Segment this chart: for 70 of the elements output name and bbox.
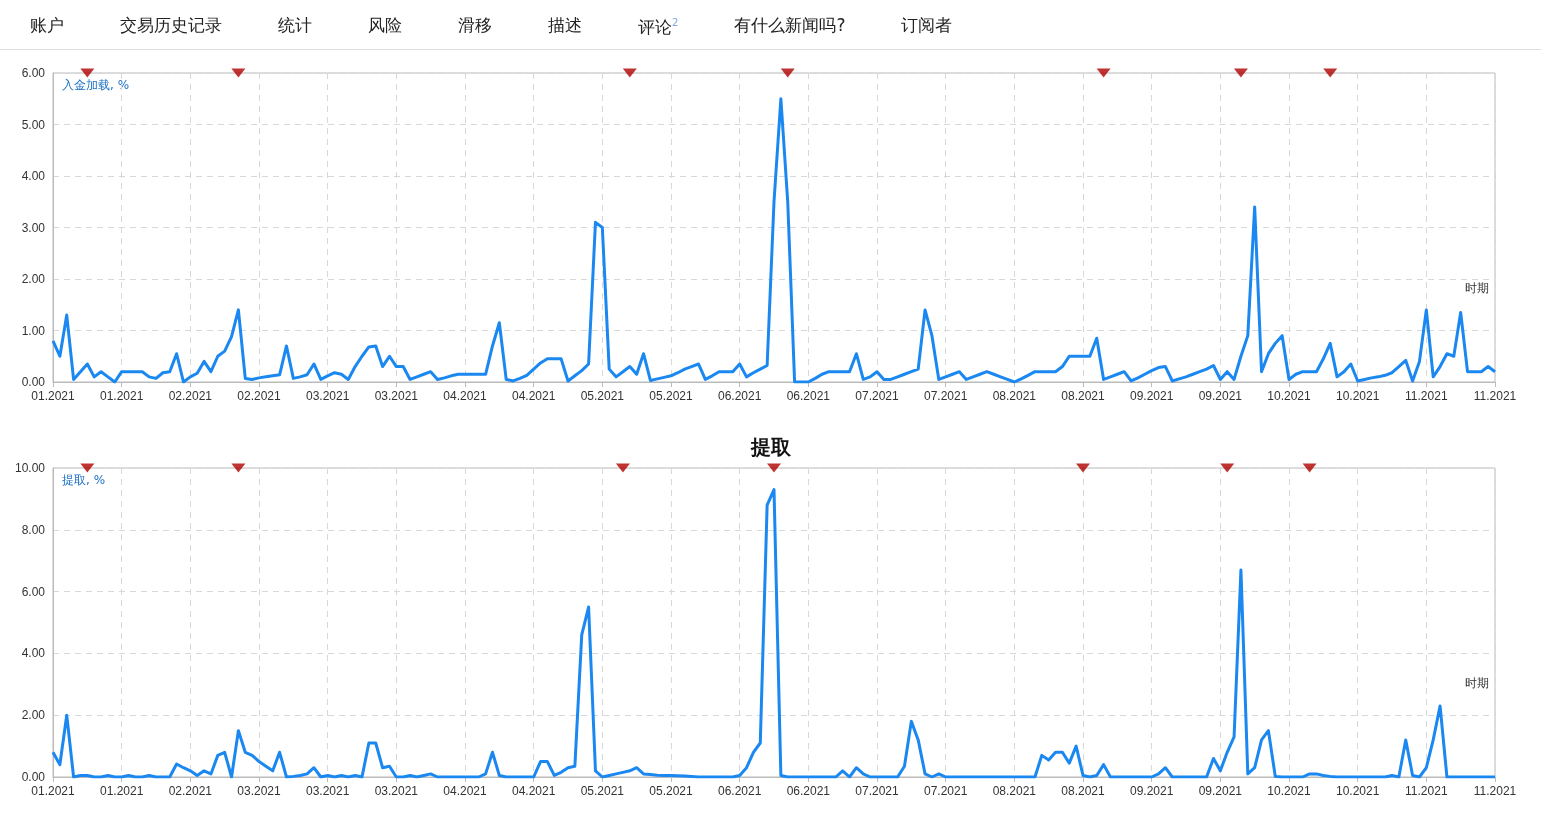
x-tick-label: 09.2021 [1198,784,1243,798]
text: 账户 [29,13,65,37]
y-tick-label: 0.00 [21,375,46,389]
x-tick-label: 06.2021 [717,784,762,798]
x-tick-label: 02.2021 [168,784,213,798]
x-tick-label: 03.2021 [305,784,350,798]
text: 评论$^{2}$ [637,15,680,39]
x-tick-label: 11.2021 [1473,784,1517,798]
x-tick-label: 04.2021 [511,389,556,403]
y-tick-label: 6.00 [21,584,46,599]
x-tick-label: 09.2021 [1198,389,1243,403]
y-tick-label: 2.00 [21,272,46,286]
x-tick-label: 10.2021 [1335,784,1380,798]
y-tick-label: 6.00 [21,66,46,80]
y-tick-label: 4.00 [21,646,46,661]
x-tick-label: 11.2021 [1405,389,1448,403]
text: 交易历史记录 [119,13,223,37]
x-tick-label: 07.2021 [923,389,968,403]
text: 风险 [367,13,403,37]
x-tick-label: 05.2021 [649,389,694,403]
y-tick-label: 1.00 [21,323,46,338]
text: 订阅者 [900,13,954,37]
y-tick-label: 4.00 [21,169,46,183]
x-tick-label: 04.2021 [443,784,488,798]
x-axis-title: 时期 [1465,281,1489,295]
x-tick-label: 06.2021 [717,389,762,403]
x-tick-label: 11.2021 [1405,784,1448,798]
text: 统计 [277,13,313,37]
y-tick-label: 5.00 [21,117,46,132]
x-tick-label: 09.2021 [1129,389,1174,403]
text: 有什么新闻吗? [733,13,847,37]
x-tick-label: 01.2021 [99,784,144,798]
x-tick-label: 10.2021 [1267,784,1312,798]
x-tick-label: 02.2021 [168,389,213,403]
x-tick-label: 02.2021 [237,389,282,403]
x-tick-label: 08.2021 [1061,389,1106,403]
x-tick-label: 03.2021 [237,784,282,798]
x-tick-label: 05.2021 [580,389,625,403]
x-tick-label: 05.2021 [580,784,625,798]
text: 滑移 [457,13,493,37]
x-tick-label: 03.2021 [305,389,350,403]
x-tick-label: 07.2021 [855,389,900,403]
x-tick-label: 08.2021 [992,389,1037,403]
x-tick-label: 05.2021 [649,784,694,798]
x-tick-label: 11.2021 [1473,389,1517,403]
x-axis-title: 时期 [1465,676,1489,690]
x-tick-label: 06.2021 [786,389,831,403]
x-tick-label: 04.2021 [443,389,488,403]
y-tick-label: 0.00 [21,770,46,784]
x-tick-label: 10.2021 [1267,389,1312,403]
x-tick-label: 01.2021 [99,389,144,403]
x-tick-label: 06.2021 [786,784,831,798]
x-tick-label: 08.2021 [992,784,1037,798]
x-tick-label: 10.2021 [1335,389,1380,403]
x-tick-label: 01.2021 [31,389,76,403]
y-tick-label: 3.00 [21,220,46,235]
text: 描述 [547,13,583,37]
x-tick-label: 07.2021 [855,784,900,798]
x-tick-label: 09.2021 [1129,784,1174,798]
y-tick-label: 8.00 [21,522,46,537]
chart-title: 提取 [749,435,792,459]
x-tick-label: 07.2021 [923,784,968,798]
x-tick-label: 03.2021 [374,389,419,403]
x-tick-label: 04.2021 [511,784,556,798]
y-tick-label: 10.00 [14,461,46,475]
x-tick-label: 08.2021 [1061,784,1106,798]
x-tick-label: 03.2021 [374,784,419,798]
y-axis-title: 提取, % [62,473,106,487]
y-tick-label: 2.00 [21,708,46,723]
x-tick-label: 01.2021 [31,784,76,798]
